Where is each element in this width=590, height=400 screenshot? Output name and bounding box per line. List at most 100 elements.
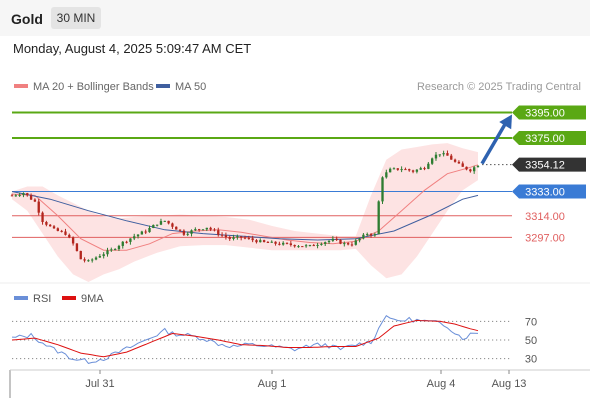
- candle-body: [87, 260, 90, 262]
- candle-body: [411, 170, 415, 172]
- candle: [152, 224, 155, 229]
- candle-body: [64, 231, 67, 235]
- candle: [434, 152, 438, 161]
- candle: [201, 229, 205, 231]
- candle: [377, 200, 380, 235]
- candle: [324, 241, 327, 246]
- candle-body: [396, 168, 399, 170]
- candle: [362, 233, 365, 240]
- candle: [71, 236, 75, 246]
- level-tag-resistance: 3395.00: [512, 105, 586, 120]
- candle: [243, 235, 247, 240]
- candle-body: [301, 246, 304, 248]
- candle-body: [446, 153, 449, 156]
- candle-body: [220, 234, 224, 236]
- candle: [68, 233, 71, 239]
- candle-body: [247, 238, 250, 240]
- rsi-tick-label: 30: [525, 354, 537, 366]
- candle-body: [465, 166, 468, 170]
- candle: [94, 256, 98, 261]
- candle: [98, 253, 102, 258]
- candle-body: [278, 243, 281, 245]
- candle-body: [37, 201, 40, 213]
- candle-body: [381, 177, 384, 202]
- candle-body: [71, 237, 75, 244]
- candle: [140, 230, 144, 235]
- candle: [106, 247, 109, 257]
- candle: [327, 240, 331, 244]
- candle-body: [354, 240, 357, 245]
- candle-body: [419, 168, 422, 170]
- level-tag-shape: [512, 184, 586, 199]
- candle: [45, 220, 48, 227]
- candle: [178, 229, 182, 232]
- candle-body: [442, 153, 445, 155]
- candle-body: [106, 250, 109, 255]
- candle-body: [163, 220, 166, 222]
- instrument-title: Gold: [11, 11, 43, 27]
- candle-body: [113, 249, 117, 251]
- candle-body: [430, 158, 434, 164]
- candle: [125, 240, 128, 244]
- candle-body: [297, 246, 300, 248]
- rsi-ma-line: [11, 319, 479, 358]
- candle-body: [18, 194, 21, 196]
- candle: [400, 166, 403, 173]
- rsi-tick-label: 50: [525, 335, 537, 347]
- x-axis-label: Aug 1: [258, 378, 287, 390]
- candle-body: [117, 245, 121, 250]
- candle-body: [408, 169, 411, 171]
- projection-arrowhead: [499, 114, 512, 130]
- candle: [52, 225, 56, 229]
- timeframe-button[interactable]: 30 MIN: [51, 7, 101, 29]
- candle-body: [148, 228, 151, 233]
- candle: [136, 234, 140, 239]
- candle: [331, 236, 335, 242]
- candle-body: [259, 240, 262, 243]
- candle: [102, 252, 105, 259]
- candle-body: [255, 240, 258, 243]
- candle: [427, 162, 430, 170]
- candle-body: [144, 231, 147, 233]
- candle-body: [362, 234, 365, 239]
- candle-body: [243, 237, 247, 239]
- candle-body: [423, 168, 426, 170]
- candle-body: [56, 228, 60, 231]
- candle-body: [98, 256, 102, 258]
- candle-body: [404, 169, 407, 171]
- candle: [240, 236, 243, 241]
- candle-body: [316, 244, 319, 246]
- candle: [450, 153, 453, 160]
- candle: [430, 157, 434, 165]
- candle: [159, 218, 163, 226]
- candle-body: [274, 241, 277, 244]
- ma50-line: [11, 191, 479, 241]
- candle-body: [60, 230, 63, 232]
- candle: [22, 192, 25, 198]
- candle: [121, 241, 124, 249]
- candle-body: [75, 243, 79, 251]
- candle-body: [473, 167, 476, 172]
- candle: [75, 243, 79, 252]
- candle: [26, 192, 29, 197]
- support-label: 3297.00: [525, 232, 565, 244]
- candle-body: [190, 230, 193, 234]
- candle-body: [358, 238, 361, 241]
- candle-body: [205, 227, 208, 230]
- level-tag-price: 3354.12: [512, 157, 586, 172]
- level-tag-label: 3354.12: [525, 160, 565, 172]
- candle-body: [167, 220, 170, 224]
- candle-body: [400, 169, 403, 171]
- candle-body: [266, 241, 270, 243]
- candle: [473, 165, 476, 174]
- candle: [91, 258, 94, 263]
- candle-body: [308, 245, 312, 247]
- candle: [56, 227, 60, 232]
- level-tag-resistance: 3375.00: [512, 131, 586, 146]
- candle: [163, 220, 166, 222]
- candle: [285, 242, 289, 245]
- candle: [369, 232, 373, 238]
- candle-body: [49, 224, 52, 227]
- candle: [339, 239, 342, 245]
